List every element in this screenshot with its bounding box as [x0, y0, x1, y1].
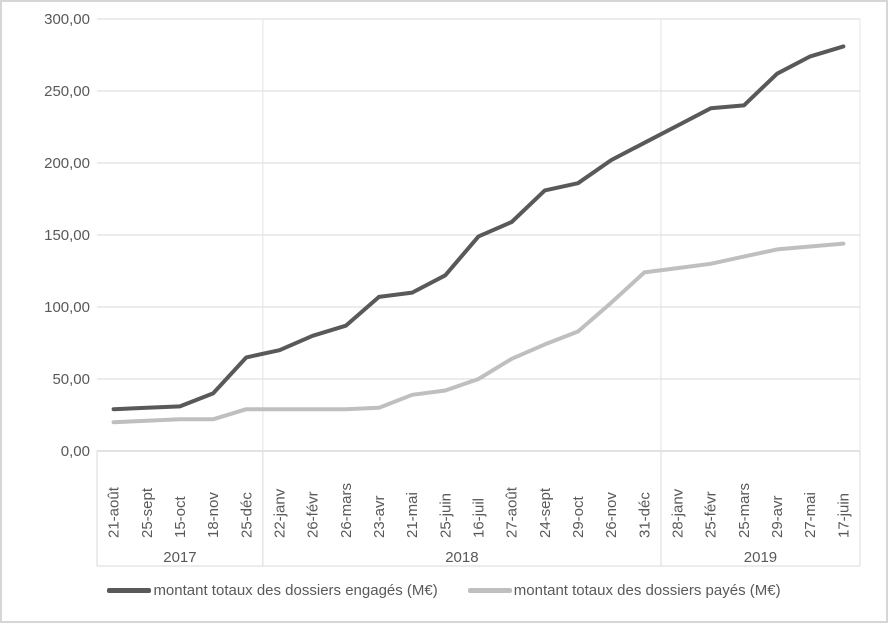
x-tick-label: 17-juin — [835, 493, 852, 538]
y-tick-label: 250,00 — [44, 83, 90, 100]
legend: montant totaux des dossiers engagés (M€)… — [2, 582, 886, 599]
x-tick-label: 21-août — [106, 486, 123, 538]
y-tick-label: 50,00 — [52, 371, 90, 388]
year-label: 2018 — [445, 549, 478, 566]
x-tick-label: 24-sept — [537, 487, 554, 538]
x-tick-label: 23-avr — [371, 495, 388, 538]
x-tick-label: 29-oct — [570, 495, 587, 538]
year-label: 2019 — [744, 549, 777, 566]
series-line-payes[interactable] — [111, 241, 846, 425]
x-tick-label: 26-févr — [305, 491, 322, 538]
x-tick-label: 25-févr — [703, 491, 720, 538]
x-tick-label: 27-mai — [802, 492, 819, 538]
payes-line-swatch — [467, 588, 512, 593]
x-tick-label: 25-mars — [736, 483, 753, 538]
legend-item-payes[interactable]: montant totaux des dossiers payés (M€) — [467, 582, 781, 599]
x-tick-label: 16-juil — [471, 498, 488, 538]
x-tick-label: 21-mai — [404, 492, 421, 538]
x-tick-label: 27-août — [504, 486, 521, 538]
y-tick-label: 150,00 — [44, 227, 90, 244]
y-tick-label: 0,00 — [61, 443, 90, 460]
x-tick-label: 22-janv — [271, 488, 288, 538]
x-tick-label: 31-déc — [636, 492, 653, 538]
series-line-engages[interactable] — [111, 44, 846, 412]
x-tick-label: 26-mars — [338, 483, 355, 538]
legend-label-payes: montant totaux des dossiers payés (M€) — [513, 582, 781, 599]
x-tick-label: 15-oct — [172, 495, 189, 538]
year-label: 2017 — [163, 549, 196, 566]
x-tick-label: 25-déc — [238, 492, 255, 538]
engages-line-swatch — [107, 588, 152, 593]
y-tick-label: 300,00 — [44, 11, 90, 28]
x-tick-label: 29-avr — [769, 495, 786, 538]
x-tick-label: 18-nov — [205, 492, 222, 538]
x-tick-label: 28-janv — [670, 488, 687, 538]
legend-item-engages[interactable]: montant totaux des dossiers engagés (M€) — [107, 582, 438, 599]
x-tick-label: 25-juin — [437, 493, 454, 538]
y-tick-label: 200,00 — [44, 155, 90, 172]
y-tick-label: 100,00 — [44, 299, 90, 316]
legend-label-engages: montant totaux des dossiers engagés (M€) — [153, 582, 438, 599]
x-tick-label: 26-nov — [603, 492, 620, 538]
x-tick-label: 25-sept — [139, 487, 156, 538]
